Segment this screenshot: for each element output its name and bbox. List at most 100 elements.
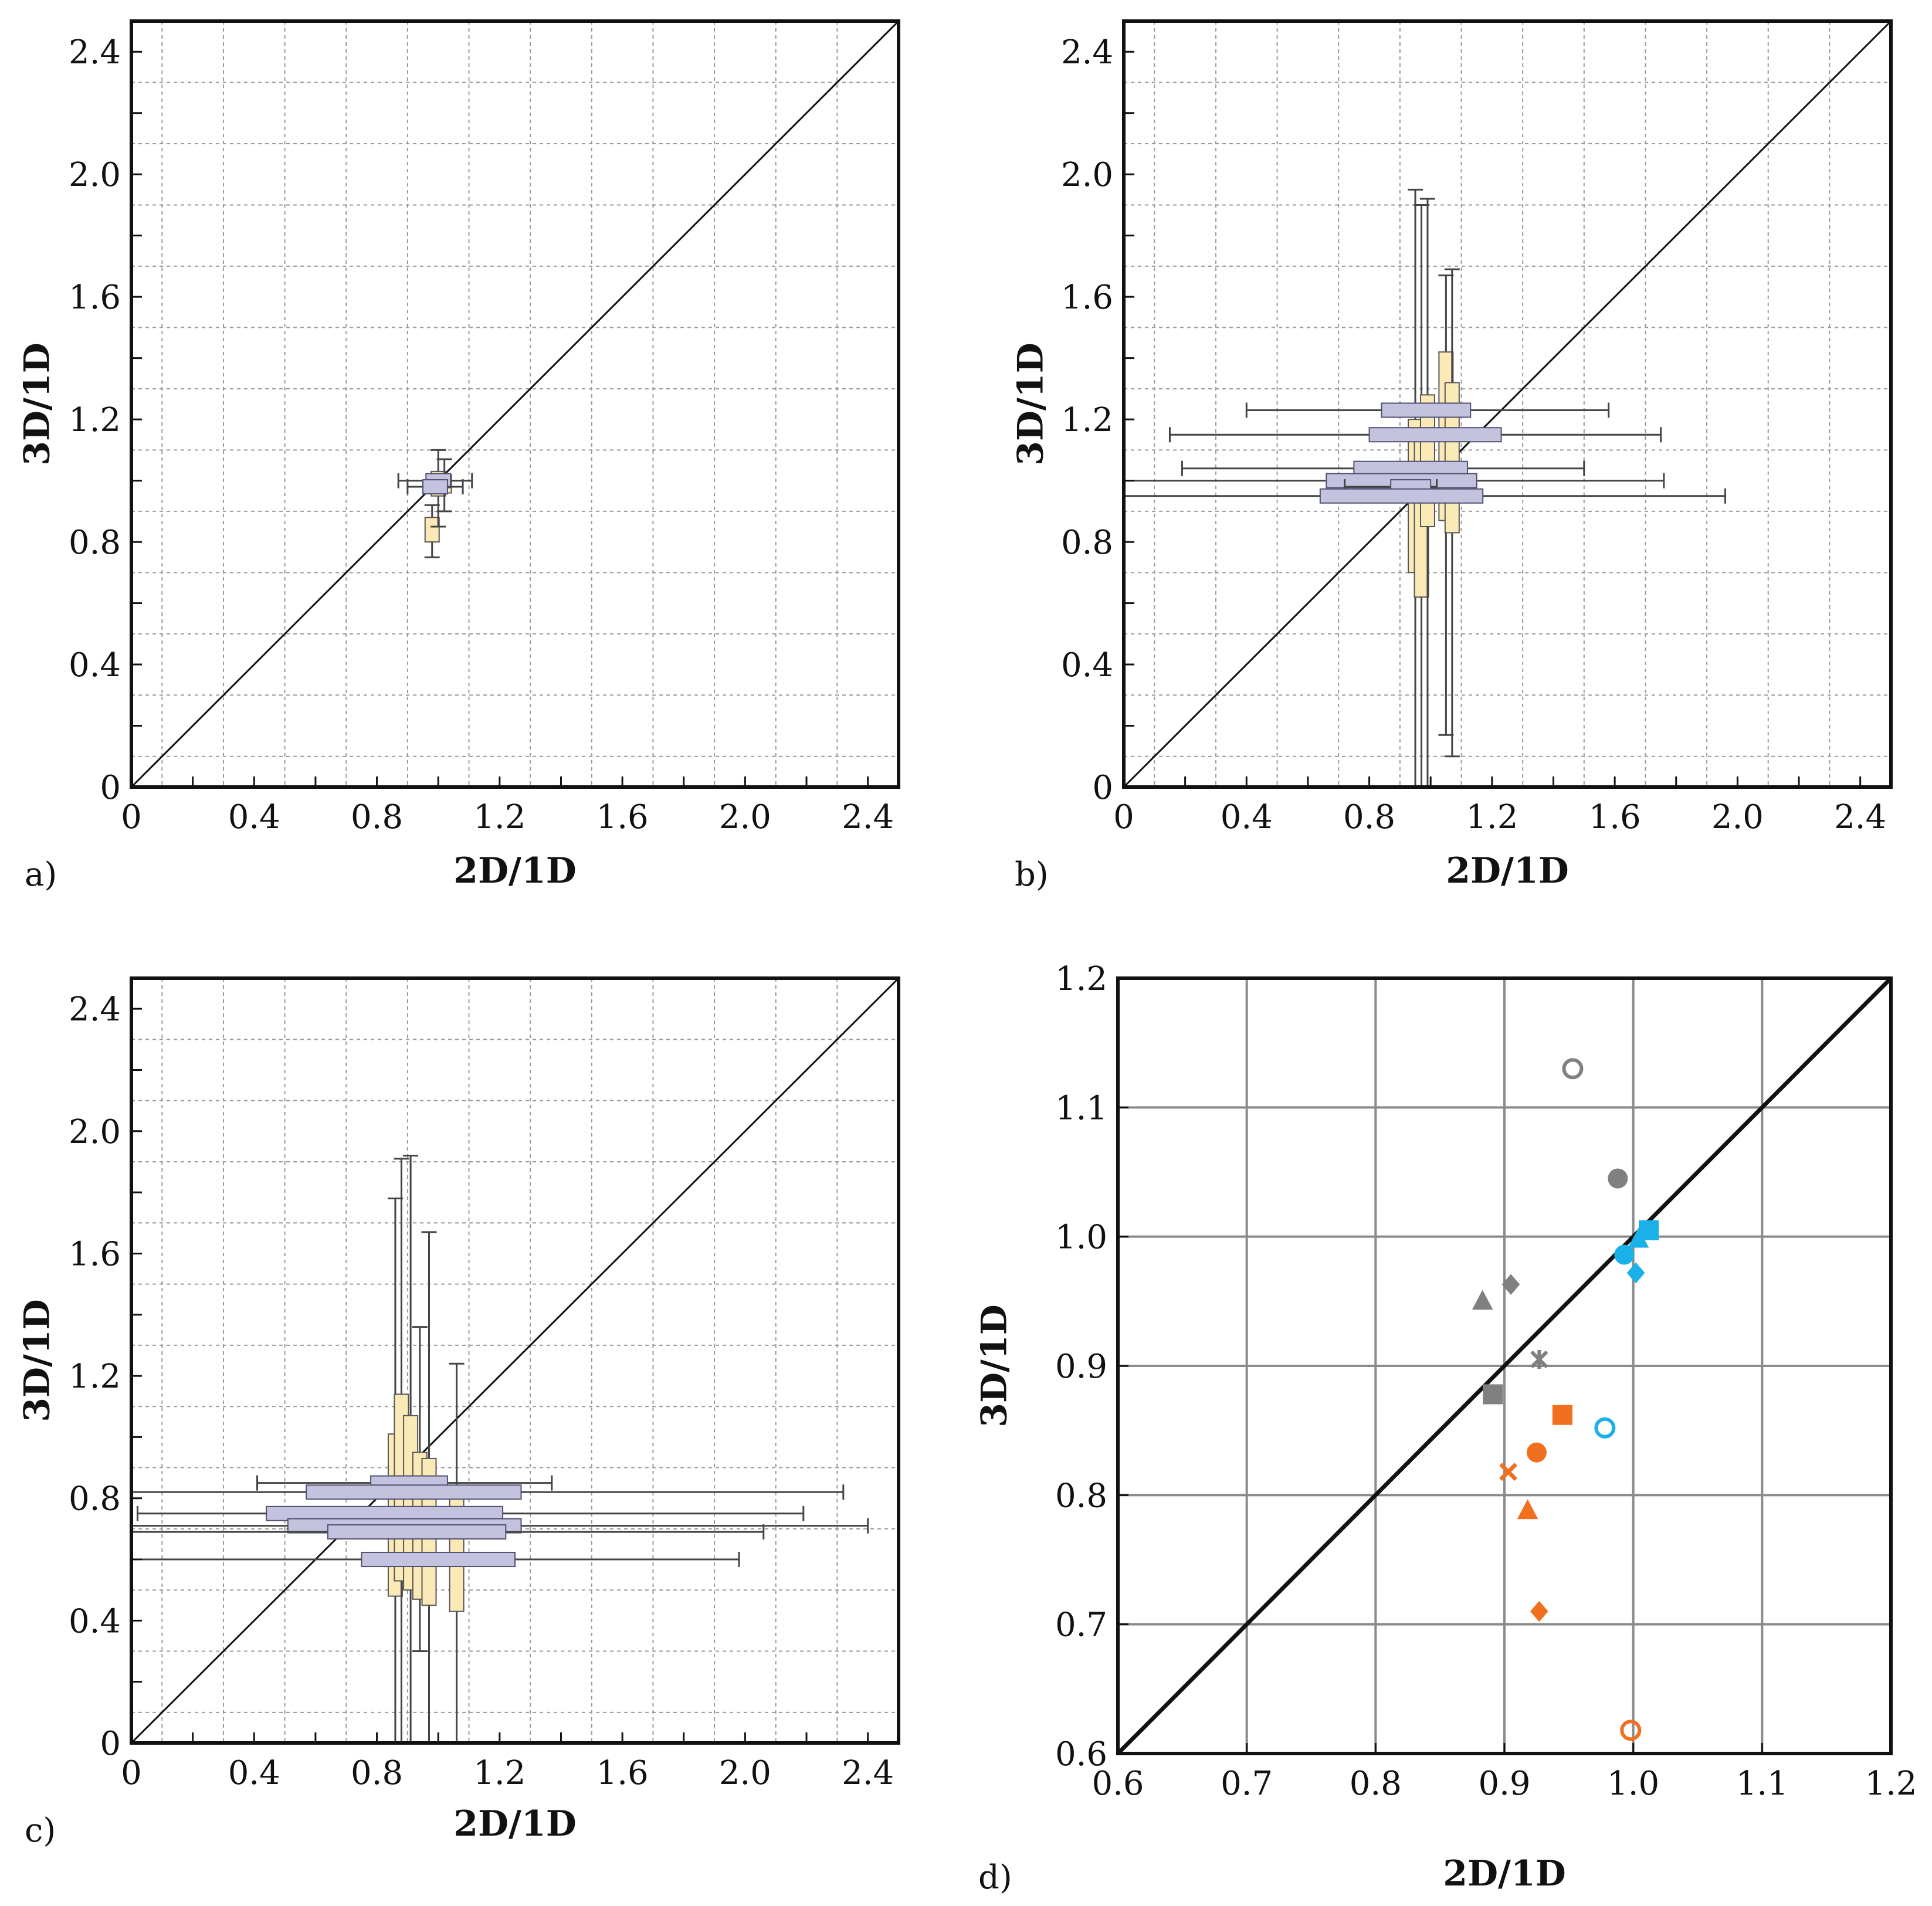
y-tick-label: 0.8 — [69, 524, 121, 562]
x-tick-label: 0 — [121, 1754, 142, 1792]
x-axis-label: 2D/1D — [453, 850, 576, 891]
box-horizontal — [1381, 402, 1472, 418]
y-tick-label: 0 — [100, 1725, 121, 1763]
x-tick-label: 0.4 — [228, 1754, 280, 1792]
data-point-blue-circle — [1614, 1244, 1635, 1265]
box-horizontal — [327, 1524, 507, 1540]
plot-frame — [130, 19, 900, 789]
x-tick-label: 1.6 — [596, 798, 649, 836]
x-axis-label: 2D/1D — [453, 1803, 576, 1844]
x-tick-label: 1.2 — [1865, 1765, 1917, 1803]
y-tick-label: 0.4 — [1061, 646, 1113, 684]
y-axis-label: 3D/1D — [1011, 342, 1052, 465]
x-tick-label: 2.0 — [719, 798, 771, 836]
x-tick-label: 2.4 — [842, 1754, 894, 1792]
x-tick-label: 0.4 — [228, 798, 280, 836]
data-point-grey-square — [1483, 1384, 1503, 1405]
y-tick-label: 1.6 — [69, 279, 121, 317]
x-tick-label: 1.2 — [1466, 798, 1518, 836]
x-tick-label: 1.2 — [473, 1754, 526, 1792]
data-point-orange-triangle — [1517, 1499, 1538, 1520]
y-axis-label: 3D/1D — [974, 1304, 1015, 1427]
diagonal-line — [1123, 20, 1892, 788]
y-tick-label: 1.6 — [1061, 279, 1113, 317]
data-point-grey-triangle — [1472, 1290, 1493, 1310]
y-tick-label: 0.9 — [1055, 1348, 1107, 1386]
x-axis-label: 2D/1D — [1446, 850, 1568, 891]
x-tick-label: 0.4 — [1221, 798, 1273, 836]
y-tick-label: 0 — [1092, 769, 1113, 807]
x-tick-label: 0.9 — [1478, 1765, 1530, 1803]
panel-label: c) — [25, 1812, 56, 1850]
y-tick-label: 2.0 — [69, 156, 121, 194]
y-tick-label: 0.4 — [69, 1602, 121, 1640]
y-tick-label: 1.2 — [69, 1358, 121, 1396]
y-tick-label: 1.6 — [69, 1235, 121, 1273]
data-point-orange-diamond — [1530, 1600, 1548, 1622]
y-tick-label: 2.4 — [69, 33, 121, 72]
diagonal-line — [1116, 976, 1893, 1755]
box-vertical — [424, 517, 440, 543]
data-point-grey-diamond — [1501, 1274, 1520, 1295]
x-axis-label: 2D/1D — [1443, 1853, 1565, 1894]
y-tick-label: 2.0 — [69, 1113, 121, 1151]
diagonal-line — [130, 20, 900, 788]
box-horizontal — [422, 479, 448, 495]
chart-panel-b: 00 0.4 0.4 0.8 0.8 1.2 1.2 1.6 1.6 2.0 2.0 2.4 2.4 2D… — [1011, 19, 1893, 894]
y-tick-label: 1.2 — [1055, 960, 1107, 998]
x-tick-label: 0.8 — [1343, 798, 1395, 836]
y-tick-label: 0.8 — [69, 1480, 121, 1518]
chart-panel-a: 00 0.4 0.4 0.8 0.8 1.2 1.2 1.6 1.6 2.0 2.0 2.4 2.4 2D… — [17, 19, 900, 894]
data-point-blue-triangle — [1628, 1227, 1649, 1248]
y-tick-label: 0.4 — [69, 646, 121, 684]
x-tick-label: 0.8 — [351, 1754, 403, 1792]
x-tick-label: 0 — [1113, 798, 1134, 836]
box-horizontal — [361, 1552, 516, 1568]
x-tick-label: 1.6 — [1589, 798, 1641, 836]
y-tick-label: 0.7 — [1055, 1606, 1107, 1644]
x-tick-label: 1.1 — [1736, 1765, 1788, 1803]
diagonal-line — [130, 977, 900, 1744]
data-point-orange-square — [1552, 1405, 1572, 1425]
data-point-orange-x — [1499, 1463, 1518, 1481]
y-tick-label: 1.2 — [1061, 401, 1113, 439]
panel-label: b) — [1015, 856, 1049, 894]
x-tick-label: 0.6 — [1092, 1765, 1144, 1803]
data-point-grey-circle — [1608, 1168, 1628, 1189]
x-tick-label: 2.4 — [1834, 798, 1886, 836]
x-tick-label: 1.6 — [596, 1754, 649, 1792]
data-point-orange-circle-open — [1620, 1720, 1642, 1741]
x-tick-label: 2.4 — [842, 798, 894, 836]
data-point-blue-circle-open — [1594, 1417, 1616, 1439]
box-horizontal — [306, 1484, 522, 1500]
chart-panel-c: 00 0.4 0.4 0.8 0.8 1.2 1.2 1.6 1.6 2.0 2.0 2.4 2.4 2D… — [17, 976, 900, 1850]
x-tick-label: 1.2 — [473, 798, 526, 836]
panel-label: d) — [978, 1858, 1012, 1897]
y-tick-label: 2.4 — [1061, 33, 1113, 72]
chart-panel-d: 0.60.6 0.7 0.7 0.8 0.8 0.9 0.9 1.0 1.0 1.1 1.1 1.2 1… — [974, 960, 1917, 1897]
data-point-grey-circle-open — [1562, 1058, 1584, 1080]
data-point-orange-circle — [1526, 1442, 1547, 1463]
box-horizontal — [1319, 488, 1484, 504]
x-tick-label: 0.8 — [1350, 1765, 1402, 1803]
plot-frame — [1122, 19, 1893, 789]
y-tick-label: 1.0 — [1055, 1219, 1107, 1257]
y-axis-label: 3D/1D — [17, 342, 58, 465]
y-tick-label: 1.2 — [69, 401, 121, 439]
plot-frame — [130, 976, 900, 1745]
y-tick-label: 0.8 — [1055, 1477, 1107, 1515]
data-point-grey-asterisk — [1530, 1349, 1548, 1369]
x-tick-label: 0.7 — [1221, 1765, 1273, 1803]
x-tick-label: 0.8 — [351, 798, 403, 836]
x-tick-label: 0 — [121, 798, 142, 836]
y-tick-label: 2.4 — [69, 991, 121, 1029]
x-tick-label: 2.0 — [1711, 798, 1764, 836]
y-tick-label: 0.6 — [1055, 1735, 1107, 1773]
y-tick-label: 2.0 — [1061, 156, 1113, 194]
y-tick-label: 0 — [100, 769, 121, 807]
y-tick-label: 0.8 — [1061, 524, 1113, 562]
box-horizontal — [1368, 427, 1502, 443]
y-axis-label: 3D/1D — [17, 1299, 58, 1422]
x-tick-label: 2.0 — [719, 1754, 771, 1792]
